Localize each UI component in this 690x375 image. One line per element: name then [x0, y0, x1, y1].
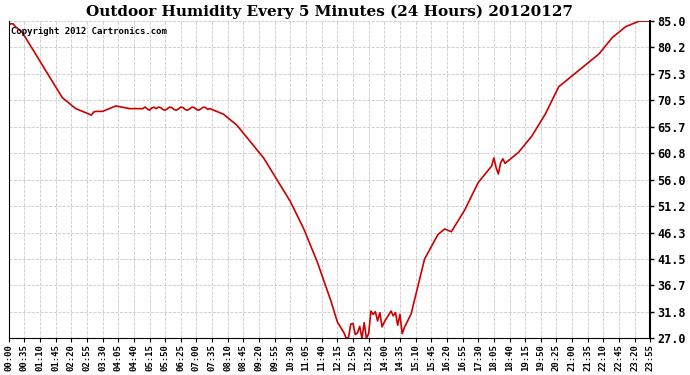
Text: Copyright 2012 Cartronics.com: Copyright 2012 Cartronics.com [10, 27, 166, 36]
Title: Outdoor Humidity Every 5 Minutes (24 Hours) 20120127: Outdoor Humidity Every 5 Minutes (24 Hou… [86, 4, 573, 18]
